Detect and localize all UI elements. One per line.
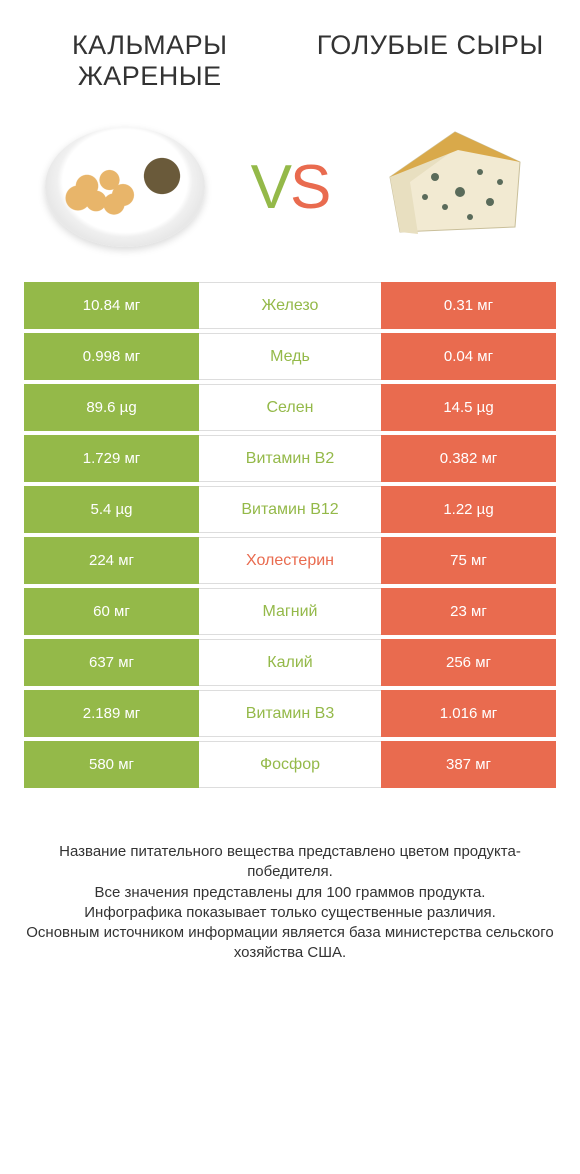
footer-line: Все значения представлены для 100 граммо…	[25, 883, 555, 903]
footer-line: Инфографика показывает только существенн…	[25, 903, 555, 923]
product-left-title: КАЛЬМАРЫ ЖАРЕНЫЕ	[35, 30, 265, 92]
comparison-table: 10.84 мгЖелезо0.31 мг0.998 мгМедь0.04 мг…	[0, 282, 580, 788]
footer-line: Название питательного вещества представл…	[25, 842, 555, 883]
value-left: 5.4 µg	[24, 486, 199, 533]
table-row: 580 мгФосфор387 мг	[24, 741, 556, 788]
nutrient-label: Витамин B3	[199, 690, 381, 737]
nutrient-label: Селен	[199, 384, 381, 431]
value-left: 1.729 мг	[24, 435, 199, 482]
value-right: 14.5 µg	[381, 384, 556, 431]
table-row: 224 мгХолестерин75 мг	[24, 537, 556, 584]
nutrient-label: Калий	[199, 639, 381, 686]
value-right: 1.016 мг	[381, 690, 556, 737]
nutrient-label: Витамин B12	[199, 486, 381, 533]
table-row: 5.4 µgВитамин B121.22 µg	[24, 486, 556, 533]
value-left: 2.189 мг	[24, 690, 199, 737]
value-left: 224 мг	[24, 537, 199, 584]
table-row: 2.189 мгВитамин B31.016 мг	[24, 690, 556, 737]
value-right: 387 мг	[381, 741, 556, 788]
nutrient-label: Магний	[199, 588, 381, 635]
images-row: VS	[0, 102, 580, 282]
footer-line: Основным источником информации является …	[25, 923, 555, 964]
table-row: 10.84 мгЖелезо0.31 мг	[24, 282, 556, 329]
value-left: 0.998 мг	[24, 333, 199, 380]
table-row: 89.6 µgСелен14.5 µg	[24, 384, 556, 431]
table-row: 1.729 мгВитамин B20.382 мг	[24, 435, 556, 482]
table-row: 0.998 мгМедь0.04 мг	[24, 333, 556, 380]
nutrient-label: Медь	[199, 333, 381, 380]
nutrient-label: Фосфор	[199, 741, 381, 788]
value-left: 10.84 мг	[24, 282, 199, 329]
value-right: 23 мг	[381, 588, 556, 635]
value-right: 256 мг	[381, 639, 556, 686]
product-right-image	[365, 112, 545, 262]
header: КАЛЬМАРЫ ЖАРЕНЫЕ ГОЛУБЫЕ СЫРЫ	[0, 0, 580, 102]
table-row: 637 мгКалий256 мг	[24, 639, 556, 686]
value-right: 1.22 µg	[381, 486, 556, 533]
table-row: 60 мгМагний23 мг	[24, 588, 556, 635]
value-right: 0.04 мг	[381, 333, 556, 380]
value-right: 0.382 мг	[381, 435, 556, 482]
value-left: 580 мг	[24, 741, 199, 788]
value-right: 75 мг	[381, 537, 556, 584]
product-left-image	[35, 112, 215, 262]
value-left: 89.6 µg	[24, 384, 199, 431]
footer-notes: Название питательного вещества представл…	[0, 792, 580, 964]
vs-label: VS	[251, 152, 330, 223]
value-left: 637 мг	[24, 639, 199, 686]
fried-squid-icon	[45, 127, 205, 247]
nutrient-label: Холестерин	[199, 537, 381, 584]
product-right-title: ГОЛУБЫЕ СЫРЫ	[316, 30, 546, 92]
nutrient-label: Витамин B2	[199, 435, 381, 482]
nutrient-label: Железо	[199, 282, 381, 329]
value-left: 60 мг	[24, 588, 199, 635]
vs-v: V	[251, 153, 290, 222]
vs-s: S	[290, 153, 329, 222]
value-right: 0.31 мг	[381, 282, 556, 329]
blue-cheese-icon	[380, 122, 530, 252]
